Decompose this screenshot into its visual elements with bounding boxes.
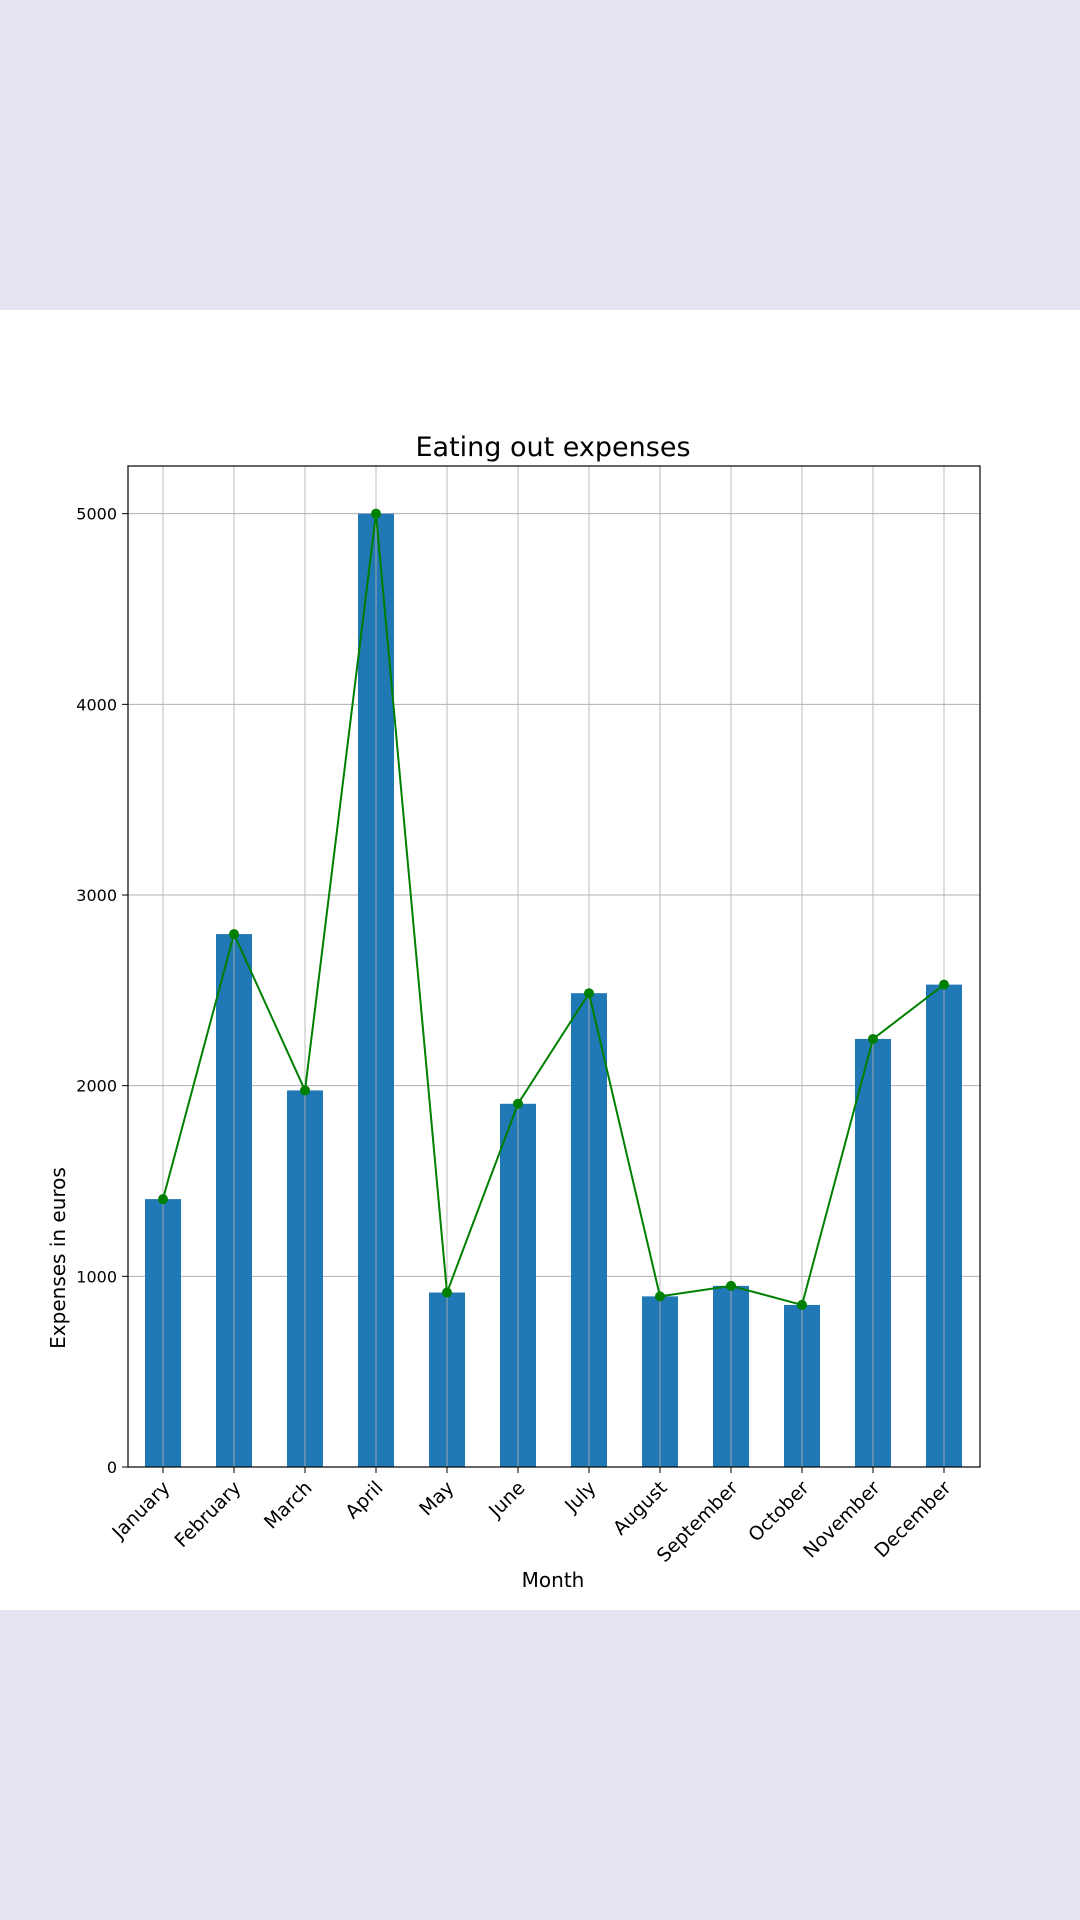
y-tick-label: 5000 (76, 505, 117, 524)
x-tick-label-february: February (170, 1477, 245, 1552)
line-point-february (229, 929, 239, 940)
line-point-may (442, 1287, 452, 1298)
y-axis-label: Expenses in euros (46, 1167, 70, 1349)
y-tick-label: 0 (107, 1458, 117, 1477)
line-layer (158, 508, 949, 1310)
line-point-march (300, 1085, 310, 1096)
chart-title: Eating out expenses (415, 432, 690, 463)
line-point-august (655, 1291, 665, 1302)
x-tick-label-october: October (744, 1477, 813, 1546)
x-tick-label-june: June (484, 1477, 530, 1523)
x-tick-label-december: December (870, 1477, 955, 1562)
line-point-june (513, 1098, 523, 1109)
x-tick-label-may: May (415, 1477, 458, 1520)
line-point-october (797, 1299, 807, 1310)
plot-frame (127, 465, 981, 1468)
y-tick-label: 3000 (76, 886, 117, 905)
line-point-april (371, 508, 381, 519)
line-point-september (726, 1280, 736, 1291)
line-point-november (868, 1033, 878, 1044)
bars-layer (145, 466, 962, 1467)
chart-panel: Eating out expenses Month Expenses in eu… (0, 310, 1080, 1610)
y-tick-label: 4000 (76, 695, 117, 714)
x-tick-label-march: March (260, 1477, 317, 1534)
chart: Eating out expenses Month Expenses in eu… (46, 432, 981, 1592)
line-series (162, 513, 945, 1307)
x-tick-label-august: August (609, 1477, 672, 1540)
x-tick-label-november: November (799, 1477, 885, 1563)
x-tick-label-july: July (560, 1477, 600, 1517)
line-point-july (584, 988, 594, 999)
line-point-january (158, 1194, 168, 1205)
y-tick-label: 2000 (76, 1077, 117, 1096)
grid-layer (128, 513, 980, 1468)
line-point-december (939, 979, 949, 990)
x-tick-label-april: April (341, 1477, 387, 1523)
x-tick-label-january: January (107, 1477, 174, 1544)
y-tick-label: 1000 (76, 1267, 117, 1286)
x-axis-label: Month (522, 1568, 585, 1592)
